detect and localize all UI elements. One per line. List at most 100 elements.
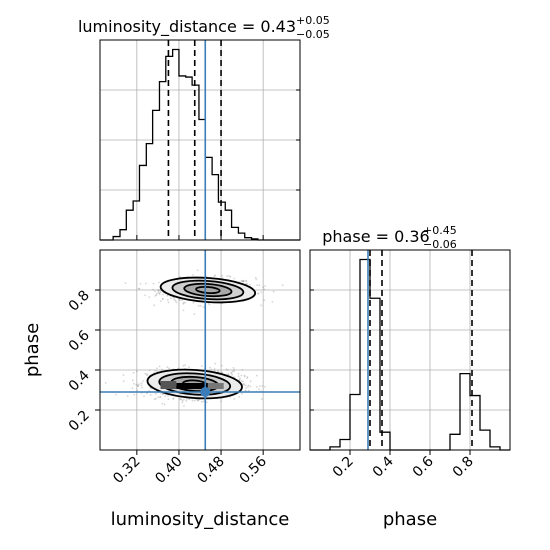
sample-point xyxy=(182,364,185,367)
sample-point xyxy=(193,399,196,402)
density-contour xyxy=(158,372,232,396)
sample-point xyxy=(146,374,148,377)
tick-label-x: 0.40 xyxy=(152,454,185,487)
sample-point xyxy=(202,306,205,308)
sample-point xyxy=(168,367,170,370)
sample-point xyxy=(242,280,245,282)
sample-point xyxy=(184,301,187,304)
sample-point xyxy=(159,300,162,302)
sample-point xyxy=(152,282,155,285)
sample-point xyxy=(141,386,143,389)
sample-point xyxy=(158,289,161,292)
tick-label-y: 0.6 xyxy=(66,327,93,354)
tick-label-x: 0.8 xyxy=(450,454,477,481)
sample-point xyxy=(249,380,252,383)
sample-point xyxy=(178,397,181,400)
sample-point xyxy=(153,304,156,307)
sample-point xyxy=(163,403,166,406)
sample-point xyxy=(155,393,157,395)
density-peak-pixel xyxy=(160,381,177,389)
sample-point xyxy=(162,393,165,395)
sample-point xyxy=(158,281,160,284)
sample-point xyxy=(126,395,129,398)
sample-point xyxy=(135,383,138,386)
sample-point xyxy=(244,384,247,387)
sample-point xyxy=(220,400,222,403)
sample-point xyxy=(157,396,160,399)
sample-point xyxy=(162,298,164,300)
title-luminosity-distance: luminosity_distance = 0.43 xyxy=(78,17,296,37)
sample-point xyxy=(254,276,257,279)
density-peak-pixel xyxy=(176,383,208,389)
sample-point xyxy=(179,398,182,401)
sample-point xyxy=(169,297,172,300)
sample-point xyxy=(242,380,245,383)
sample-point xyxy=(244,279,247,282)
sample-point xyxy=(167,395,169,397)
panel-scatter-ld-phase: 0.32 0.40 0.48 0.56 0.2 0.4 0.6 0.8 xyxy=(66,249,301,487)
sample-point xyxy=(241,280,244,283)
sample-point xyxy=(240,380,243,383)
sample-point xyxy=(238,378,241,381)
sample-point xyxy=(199,304,202,307)
density-contour xyxy=(195,285,221,295)
sample-point xyxy=(122,374,125,376)
sample-point xyxy=(192,274,194,276)
ylabel-phase: phase xyxy=(22,323,43,377)
sample-point xyxy=(135,370,138,373)
sample-point xyxy=(263,288,266,291)
sample-point xyxy=(143,395,145,397)
sample-point xyxy=(246,376,249,378)
sample-point xyxy=(245,387,248,389)
title-phase-value: 0.36 xyxy=(394,227,430,246)
sample-point xyxy=(238,379,241,381)
sample-point xyxy=(196,399,199,402)
sample-point xyxy=(247,386,249,388)
sample-point xyxy=(261,385,264,387)
sample-point xyxy=(257,292,259,295)
sample-point xyxy=(242,280,245,282)
sample-point xyxy=(145,282,147,285)
sample-point xyxy=(184,364,187,366)
scatter-inner xyxy=(104,269,284,407)
sample-point xyxy=(181,399,184,402)
tick-label-y: 0.2 xyxy=(66,408,93,435)
sample-point xyxy=(149,394,152,396)
sample-point xyxy=(258,284,261,287)
sample-point xyxy=(154,369,157,372)
sample-point xyxy=(193,313,196,315)
sample-point xyxy=(154,295,157,297)
sample-point xyxy=(227,373,230,376)
sample-point xyxy=(132,371,135,374)
sample-point xyxy=(148,369,151,372)
sample-point xyxy=(140,384,143,387)
density-contour xyxy=(159,276,257,304)
sample-point xyxy=(221,274,223,277)
sample-point xyxy=(214,362,217,365)
sample-point xyxy=(231,370,234,373)
sample-point xyxy=(159,396,161,398)
sample-point xyxy=(161,393,164,395)
sample-point xyxy=(263,299,266,301)
sample-point xyxy=(174,300,177,302)
sample-point xyxy=(137,384,140,387)
sample-point xyxy=(240,374,243,377)
sample-point xyxy=(227,373,230,376)
sample-point xyxy=(162,293,165,296)
density-contour xyxy=(171,279,245,301)
sample-point xyxy=(104,382,107,384)
sample-point xyxy=(247,384,250,387)
sample-point xyxy=(166,299,169,301)
sample-point xyxy=(166,366,169,368)
sample-point xyxy=(208,303,211,306)
sample-point xyxy=(172,397,175,400)
sample-point xyxy=(173,297,176,299)
sample-point xyxy=(155,397,157,400)
sample-point xyxy=(156,367,158,370)
tick-label-x: 0.32 xyxy=(110,454,143,487)
sample-point xyxy=(159,291,162,294)
sample-point xyxy=(154,290,156,293)
title-ld-minus: −0.05 xyxy=(296,28,330,41)
sample-point xyxy=(181,299,184,302)
sample-point xyxy=(156,370,159,373)
